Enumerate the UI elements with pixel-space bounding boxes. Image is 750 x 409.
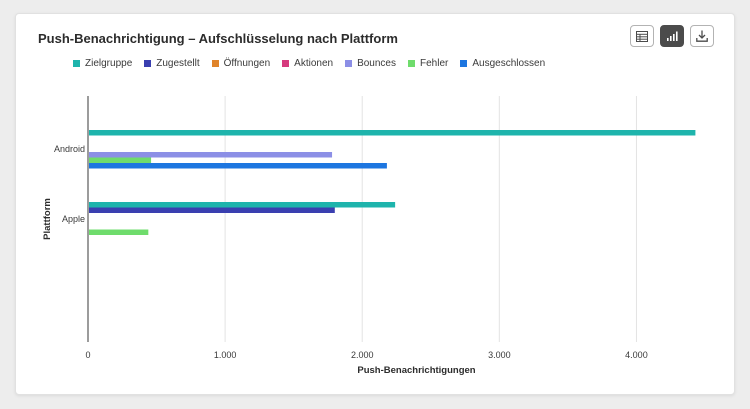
legend-swatch: [144, 60, 152, 67]
bar[interactable]: [89, 207, 335, 214]
legend-item[interactable]: Bounces: [345, 58, 396, 69]
download-button[interactable]: [690, 25, 714, 47]
bar-chart-icon: [667, 31, 678, 41]
x-tick-label: 2.000: [351, 350, 374, 360]
x-tick-label: 1.000: [214, 350, 237, 360]
legend-item[interactable]: Zielgruppe: [73, 58, 132, 69]
legend-item[interactable]: Ausgeschlossen: [460, 58, 545, 69]
legend-item[interactable]: Zugestellt: [144, 58, 200, 69]
chart-toolbar: [630, 25, 714, 47]
bar[interactable]: [89, 229, 149, 236]
legend-label: Fehler: [420, 58, 449, 69]
x-tick-label: 4.000: [625, 350, 648, 360]
y-tick-label: Apple: [62, 214, 85, 224]
x-tick-label: 0: [85, 350, 90, 360]
legend-label: Zugestellt: [156, 58, 200, 69]
legend-item[interactable]: Fehler: [408, 58, 448, 69]
legend-item[interactable]: Aktionen: [282, 58, 333, 69]
legend-label: Aktionen: [294, 58, 334, 69]
legend-swatch: [345, 60, 353, 67]
legend-label: Öffnungen: [223, 58, 271, 69]
bar[interactable]: [89, 157, 152, 164]
legend-swatch: [460, 60, 468, 67]
y-axis-title: Plattform: [42, 198, 53, 240]
y-tick-label: Android: [54, 144, 85, 154]
bar[interactable]: [89, 130, 696, 136]
x-axis-title: Push-Benachrichtigungen: [357, 365, 475, 376]
legend-label: Ausgeschlossen: [472, 58, 546, 69]
legend-item[interactable]: Öffnungen: [211, 58, 271, 69]
x-tick-label: 3.000: [488, 350, 511, 360]
legend-swatch: [282, 60, 290, 67]
download-icon: [696, 30, 708, 42]
legend-swatch: [73, 60, 80, 67]
table-view-button[interactable]: [630, 25, 654, 47]
legend-label: Bounces: [357, 58, 396, 69]
chart-legend: Zielgruppe Zugestellt Öffnungen Aktionen Bou…: [73, 58, 545, 69]
chart-title: Push-Benachrichtigung – Aufschlüsselung …: [38, 31, 398, 46]
legend-label: Zielgruppe: [85, 58, 133, 69]
chart-view-button[interactable]: [660, 25, 684, 47]
table-icon: [636, 30, 648, 42]
bar[interactable]: [89, 152, 333, 158]
legend-swatch: [408, 60, 415, 67]
bar[interactable]: [89, 163, 387, 169]
legend-swatch: [211, 60, 219, 67]
bar[interactable]: [89, 202, 396, 208]
